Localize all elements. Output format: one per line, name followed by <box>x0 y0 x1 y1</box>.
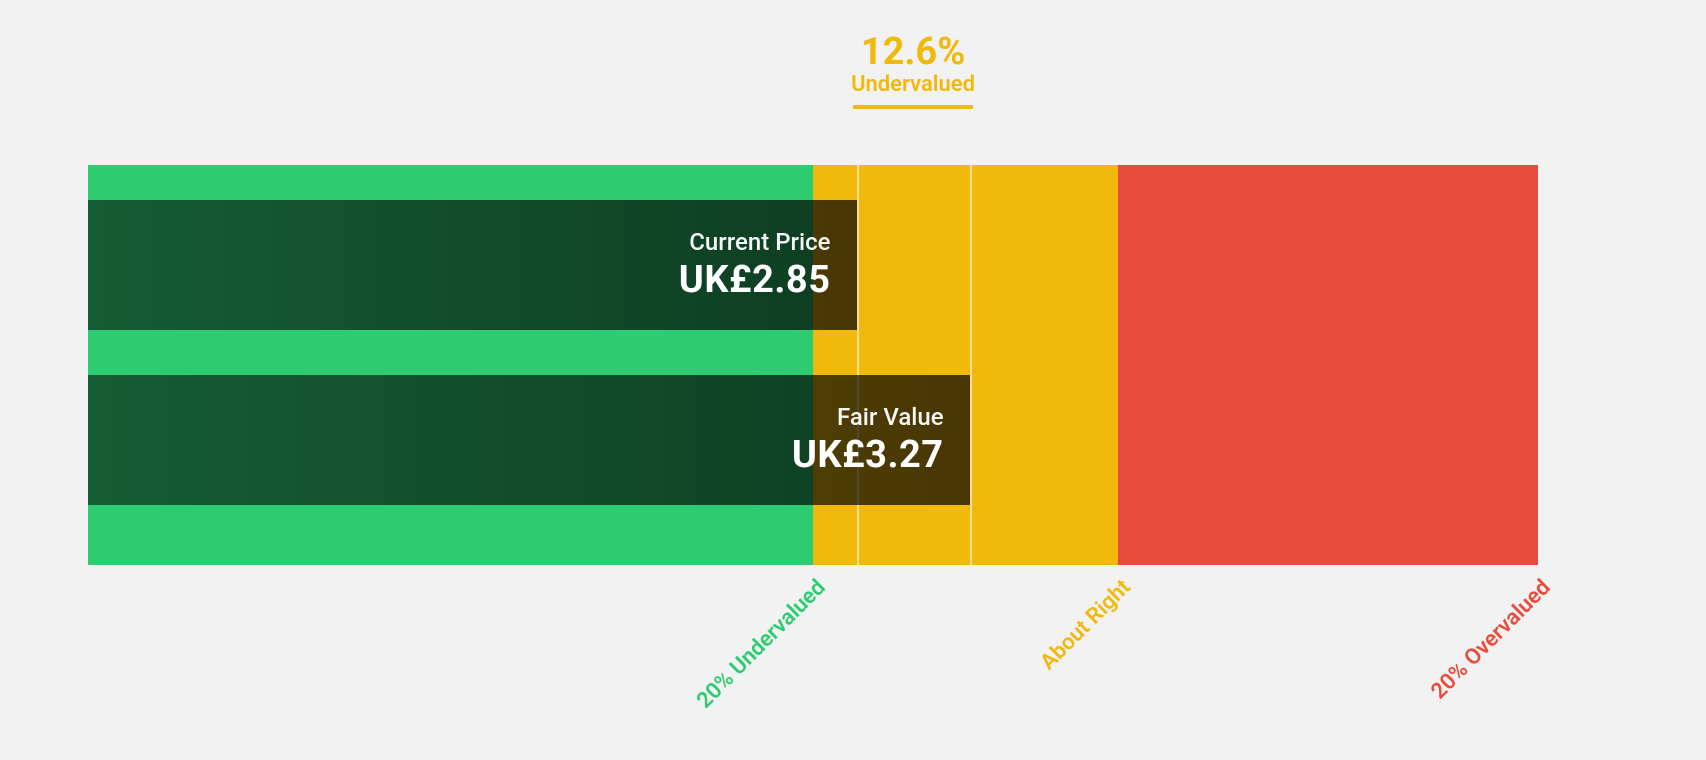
current-price-label: Current Price <box>689 228 830 256</box>
callout-dropline-right <box>970 165 972 565</box>
axis-label-overvalued: 20% Overvalued <box>1397 575 1556 734</box>
band-about-right <box>813 165 1118 565</box>
fair-value-value: UK£3.27 <box>792 433 944 477</box>
valuation-callout: 12.6% Undervalued <box>851 30 975 109</box>
band-overvalued <box>1118 165 1539 565</box>
callout-subtext: Undervalued <box>851 72 975 97</box>
callout-percent: 12.6% <box>851 30 975 74</box>
valuation-chart: Current Price UK£2.85 Fair Value UK£3.27 <box>88 165 1538 565</box>
axis-label-undervalued: 20% Undervalued <box>672 575 831 734</box>
fair-value-bar: Fair Value UK£3.27 <box>88 375 970 505</box>
callout-dropline-left <box>857 165 859 565</box>
current-price-value: UK£2.85 <box>679 258 831 302</box>
current-price-bar: Current Price UK£2.85 <box>88 200 857 330</box>
fair-value-label: Fair Value <box>837 403 944 431</box>
callout-underline <box>853 105 973 109</box>
axis-label-about-right: About Right <box>976 575 1135 734</box>
